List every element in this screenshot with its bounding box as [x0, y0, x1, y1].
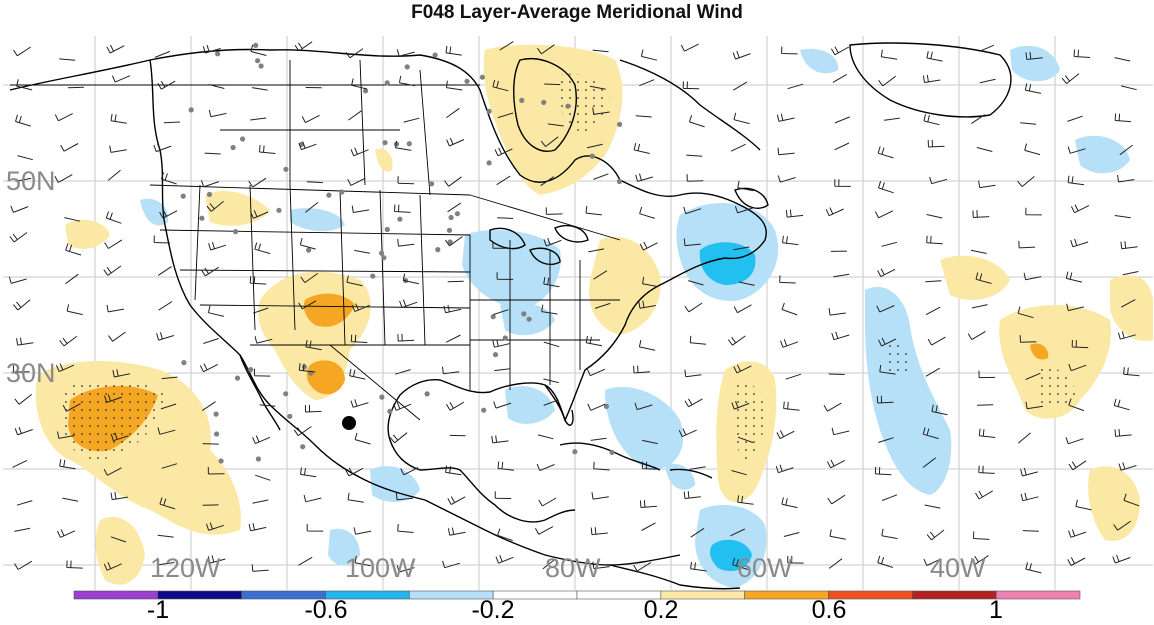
- station-dot: [283, 167, 288, 172]
- station-dot: [433, 53, 438, 58]
- station-dot: [464, 79, 469, 84]
- colorbar-swatch: [74, 591, 158, 599]
- station-dot: [387, 409, 392, 414]
- station-dot: [487, 109, 492, 114]
- station-dot: [214, 431, 219, 436]
- station-dot: [481, 408, 486, 413]
- station-dot: [447, 228, 452, 233]
- station-dot: [455, 211, 460, 216]
- station-dot: [235, 376, 240, 381]
- station-dot: [287, 414, 292, 419]
- lon-label-60w: 60W: [737, 553, 793, 584]
- station-dot: [572, 449, 577, 454]
- station-dot: [199, 216, 204, 221]
- colorbar: [74, 591, 1080, 599]
- station-dot: [493, 352, 498, 357]
- station-dot: [449, 215, 454, 220]
- wind-barb: [544, 84, 560, 85]
- station-dot: [609, 450, 614, 455]
- station-dot: [617, 179, 622, 184]
- station-dot: [326, 193, 331, 198]
- station-dot: [253, 43, 258, 48]
- station-dot: [590, 154, 595, 159]
- station-dot: [189, 107, 194, 112]
- station-dot: [617, 122, 622, 127]
- colorbar-label: 1: [989, 596, 1003, 625]
- station-dot: [240, 136, 245, 141]
- station-dot: [565, 104, 570, 109]
- station-dot: [425, 391, 430, 396]
- location-marker: [342, 416, 356, 430]
- lon-label-40w: 40W: [930, 553, 986, 584]
- colorbar-swatch: [996, 591, 1080, 599]
- wind-barb: [203, 444, 219, 445]
- station-dot: [181, 194, 186, 199]
- station-dot: [259, 63, 264, 68]
- station-dot: [233, 229, 238, 234]
- station-dot: [491, 314, 496, 319]
- lon-label-80w: 80W: [545, 553, 601, 584]
- station-dot: [256, 456, 261, 461]
- station-dot: [397, 217, 402, 222]
- station-dot: [407, 141, 412, 146]
- station-dot: [503, 335, 508, 340]
- station-dot: [219, 458, 224, 463]
- lat-label-50n: 50N: [6, 166, 56, 197]
- station-dot: [306, 248, 311, 253]
- lon-label-100w: 100W: [345, 553, 416, 584]
- station-dot: [379, 251, 384, 256]
- colorbar-swatch: [158, 591, 242, 599]
- station-dot: [248, 367, 253, 372]
- station-dot: [339, 189, 344, 194]
- station-dot: [405, 64, 410, 69]
- lat-label-30n: 30N: [6, 358, 56, 389]
- station-dot: [255, 58, 260, 63]
- station-dot: [215, 51, 220, 56]
- station-dot: [527, 317, 532, 322]
- wind-barb: [977, 405, 993, 406]
- station-dot: [181, 360, 186, 365]
- colorbar-label: 0.2: [644, 596, 679, 625]
- colorbar-label: -0.2: [471, 596, 514, 625]
- colorbar-label: -0.6: [304, 596, 347, 625]
- station-dot: [385, 80, 390, 85]
- station-dot: [300, 444, 305, 449]
- station-dot: [283, 391, 288, 396]
- station-dot: [379, 395, 384, 400]
- wind-barb: [448, 281, 464, 282]
- lon-label-120w: 120W: [150, 553, 221, 584]
- station-dot: [541, 100, 546, 105]
- wind-barb: [68, 87, 84, 88]
- station-dot: [370, 274, 375, 279]
- station-dot: [381, 255, 386, 260]
- colorbar-swatch: [912, 591, 996, 599]
- station-dot: [487, 160, 492, 165]
- station-dot: [382, 140, 387, 145]
- station-dot: [429, 181, 434, 186]
- station-dot: [231, 145, 236, 150]
- colorbar-label: 0.6: [812, 596, 847, 625]
- wind-barb: [829, 374, 845, 375]
- station-dot: [385, 227, 390, 232]
- station-dot: [276, 208, 281, 213]
- station-dot: [519, 98, 524, 103]
- station-dot: [521, 311, 526, 316]
- station-dot: [207, 192, 212, 197]
- station-dot: [480, 75, 485, 80]
- station-dot: [214, 412, 219, 417]
- station-dot: [435, 247, 440, 252]
- colorbar-label: -1: [147, 596, 169, 625]
- wind-barb: [1023, 531, 1039, 532]
